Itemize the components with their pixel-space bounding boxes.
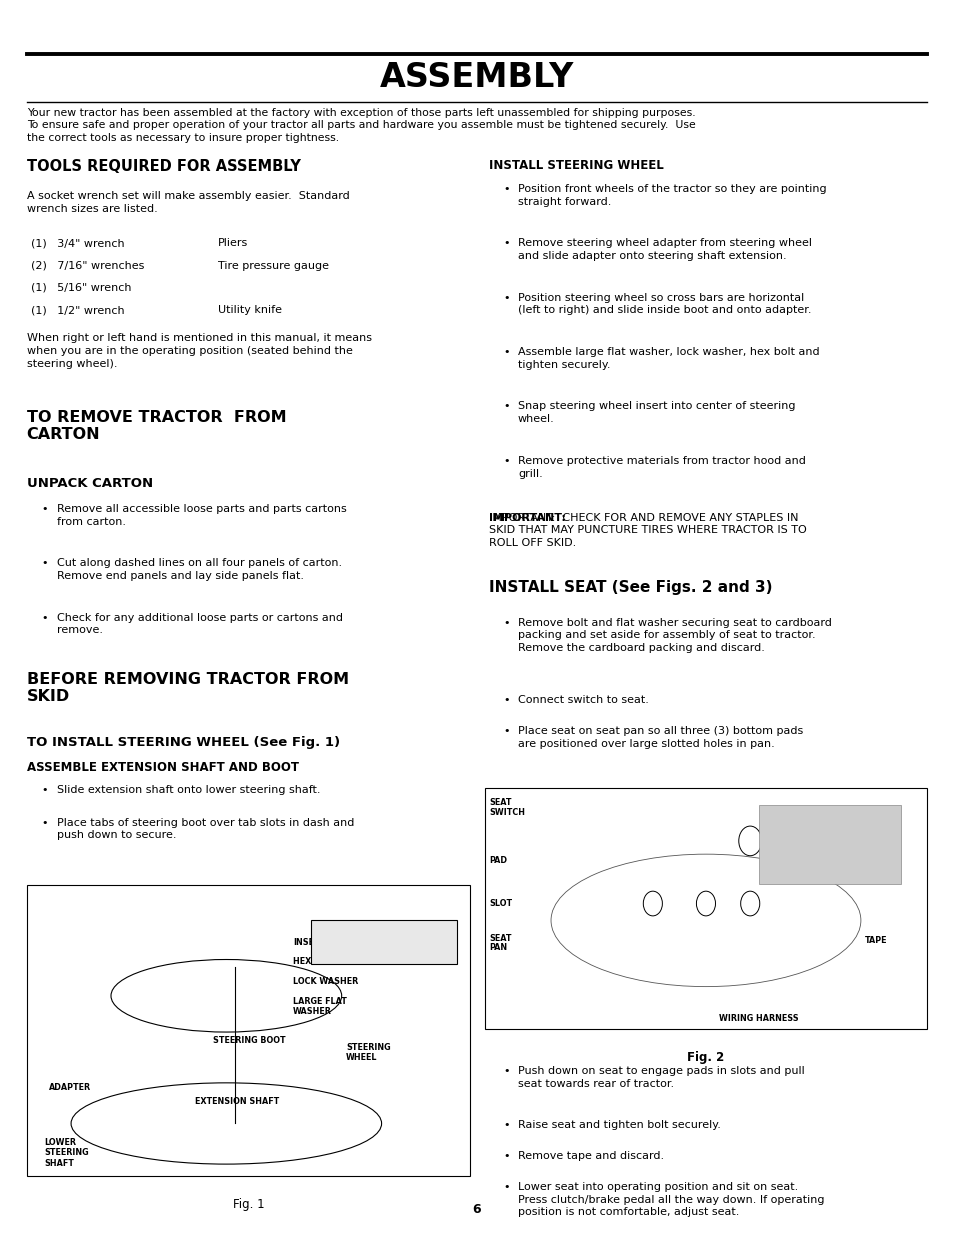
Text: Remove tape and discard.: Remove tape and discard. — [517, 1151, 663, 1161]
Text: •: • — [503, 1120, 510, 1130]
Text: ASSEMBLY: ASSEMBLY — [379, 61, 574, 94]
Text: Remove steering wheel adapter from steering wheel
and slide adapter onto steerin: Remove steering wheel adapter from steer… — [517, 238, 811, 261]
Text: WIRING HARNESS: WIRING HARNESS — [719, 1014, 798, 1023]
Text: IMPORTANT:  CHECK FOR AND REMOVE ANY STAPLES IN
SKID THAT MAY PUNCTURE TIRES WHE: IMPORTANT: CHECK FOR AND REMOVE ANY STAP… — [489, 513, 806, 548]
Text: Remove all accessible loose parts and parts cartons
from carton.: Remove all accessible loose parts and pa… — [57, 504, 347, 526]
Bar — [484, 788, 926, 1029]
Text: INSTALL STEERING WHEEL: INSTALL STEERING WHEEL — [489, 159, 663, 173]
Text: Place seat on seat pan so all three (3) bottom pads
are positioned over large sl: Place seat on seat pan so all three (3) … — [517, 726, 802, 748]
Text: Position front wheels of the tractor so they are pointing
straight forward.: Position front wheels of the tractor so … — [517, 184, 826, 206]
Text: LOCK WASHER: LOCK WASHER — [293, 977, 357, 987]
Text: STEERING
WHEEL: STEERING WHEEL — [346, 1042, 391, 1062]
Text: HEX BOLT: HEX BOLT — [293, 957, 335, 967]
Text: Raise seat and tighten bolt securely.: Raise seat and tighten bolt securely. — [517, 1120, 720, 1130]
Text: UNPACK CARTON: UNPACK CARTON — [27, 477, 152, 490]
Text: STEERING BOOT: STEERING BOOT — [213, 1036, 285, 1045]
Bar — [311, 920, 456, 963]
Text: •: • — [41, 613, 48, 622]
Text: Connect switch to seat.: Connect switch to seat. — [517, 695, 648, 705]
Text: EXTENSION SHAFT: EXTENSION SHAFT — [195, 1098, 279, 1107]
Text: (1)   5/16" wrench: (1) 5/16" wrench — [31, 283, 132, 293]
Text: Cut along dashed lines on all four panels of carton.
Remove end panels and lay s: Cut along dashed lines on all four panel… — [57, 558, 342, 580]
Text: TOOLS REQUIRED FOR ASSEMBLY: TOOLS REQUIRED FOR ASSEMBLY — [27, 159, 300, 174]
Text: PAD: PAD — [489, 856, 507, 864]
Text: Pliers: Pliers — [217, 238, 248, 248]
Text: •: • — [41, 818, 48, 827]
Text: LARGE FLAT
WASHER: LARGE FLAT WASHER — [293, 997, 346, 1016]
Text: TAPE: TAPE — [864, 936, 887, 945]
Text: (2)   7/16" wrenches: (2) 7/16" wrenches — [31, 261, 145, 270]
Bar — [27, 885, 470, 1176]
Text: Lower seat into operating position and sit on seat.
Press clutch/brake pedal all: Lower seat into operating position and s… — [517, 1182, 823, 1218]
Text: Tire pressure gauge: Tire pressure gauge — [217, 261, 328, 270]
Text: Assemble large flat washer, lock washer, hex bolt and
tighten securely.: Assemble large flat washer, lock washer,… — [517, 347, 819, 369]
Text: •: • — [503, 695, 510, 705]
Text: •: • — [503, 726, 510, 736]
Text: Remove bolt and flat washer securing seat to cardboard
packing and set aside for: Remove bolt and flat washer securing sea… — [517, 618, 831, 653]
Text: SEAT
SWITCH: SEAT SWITCH — [489, 798, 525, 816]
Text: ASSEMBLE EXTENSION SHAFT AND BOOT: ASSEMBLE EXTENSION SHAFT AND BOOT — [27, 761, 298, 774]
Text: Push down on seat to engage pads in slots and pull
seat towards rear of tractor.: Push down on seat to engage pads in slot… — [517, 1066, 804, 1088]
Text: TO REMOVE TRACTOR  FROM
CARTON: TO REMOVE TRACTOR FROM CARTON — [27, 410, 286, 442]
Text: BEFORE REMOVING TRACTOR FROM
SKID: BEFORE REMOVING TRACTOR FROM SKID — [27, 672, 349, 704]
Text: Check for any additional loose parts or cartons and
remove.: Check for any additional loose parts or … — [57, 613, 343, 635]
Text: Position steering wheel so cross bars are horizontal
(left to right) and slide i: Position steering wheel so cross bars ar… — [517, 293, 811, 315]
Text: Remove protective materials from tractor hood and
grill.: Remove protective materials from tractor… — [517, 456, 805, 478]
Text: Fig. 2: Fig. 2 — [686, 1051, 724, 1065]
Text: •: • — [503, 1151, 510, 1161]
Bar — [759, 805, 900, 884]
Text: Slide extension shaft onto lower steering shaft.: Slide extension shaft onto lower steerin… — [57, 785, 320, 795]
Text: •: • — [41, 785, 48, 795]
Text: •: • — [41, 558, 48, 568]
Text: SEAT
PAN: SEAT PAN — [489, 934, 512, 952]
Text: •: • — [503, 456, 510, 466]
Text: INSTALL SEAT (See Figs. 2 and 3): INSTALL SEAT (See Figs. 2 and 3) — [489, 580, 772, 595]
Text: TO INSTALL STEERING WHEEL (See Fig. 1): TO INSTALL STEERING WHEEL (See Fig. 1) — [27, 736, 339, 750]
Text: (1)   1/2" wrench: (1) 1/2" wrench — [31, 305, 125, 315]
Text: 6: 6 — [472, 1203, 481, 1216]
Text: ADAPTER: ADAPTER — [49, 1083, 91, 1092]
Text: •: • — [41, 504, 48, 514]
Text: Place tabs of steering boot over tab slots in dash and
push down to secure.: Place tabs of steering boot over tab slo… — [57, 818, 355, 840]
Text: (1)   3/4" wrench: (1) 3/4" wrench — [31, 238, 125, 248]
Text: LOWER
STEERING
SHAFT: LOWER STEERING SHAFT — [45, 1137, 89, 1168]
Text: IMPORTANT:: IMPORTANT: — [489, 513, 566, 522]
Text: •: • — [503, 293, 510, 303]
Text: Your new tractor has been assembled at the factory with exception of those parts: Your new tractor has been assembled at t… — [27, 109, 695, 143]
Text: INSERT: INSERT — [293, 937, 325, 947]
Text: Fig. 1: Fig. 1 — [233, 1198, 264, 1212]
Text: A socket wrench set will make assembly easier.  Standard
wrench sizes are listed: A socket wrench set will make assembly e… — [27, 191, 349, 214]
Text: •: • — [503, 238, 510, 248]
Text: Snap steering wheel insert into center of steering
wheel.: Snap steering wheel insert into center o… — [517, 401, 795, 424]
Text: •: • — [503, 1066, 510, 1076]
Text: •: • — [503, 618, 510, 627]
Text: SLOT: SLOT — [489, 899, 512, 908]
Text: Utility knife: Utility knife — [217, 305, 281, 315]
Text: When right or left hand is mentioned in this manual, it means
when you are in th: When right or left hand is mentioned in … — [27, 333, 372, 369]
Text: •: • — [503, 347, 510, 357]
Text: •: • — [503, 1182, 510, 1192]
Text: •: • — [503, 184, 510, 194]
Text: •: • — [503, 401, 510, 411]
